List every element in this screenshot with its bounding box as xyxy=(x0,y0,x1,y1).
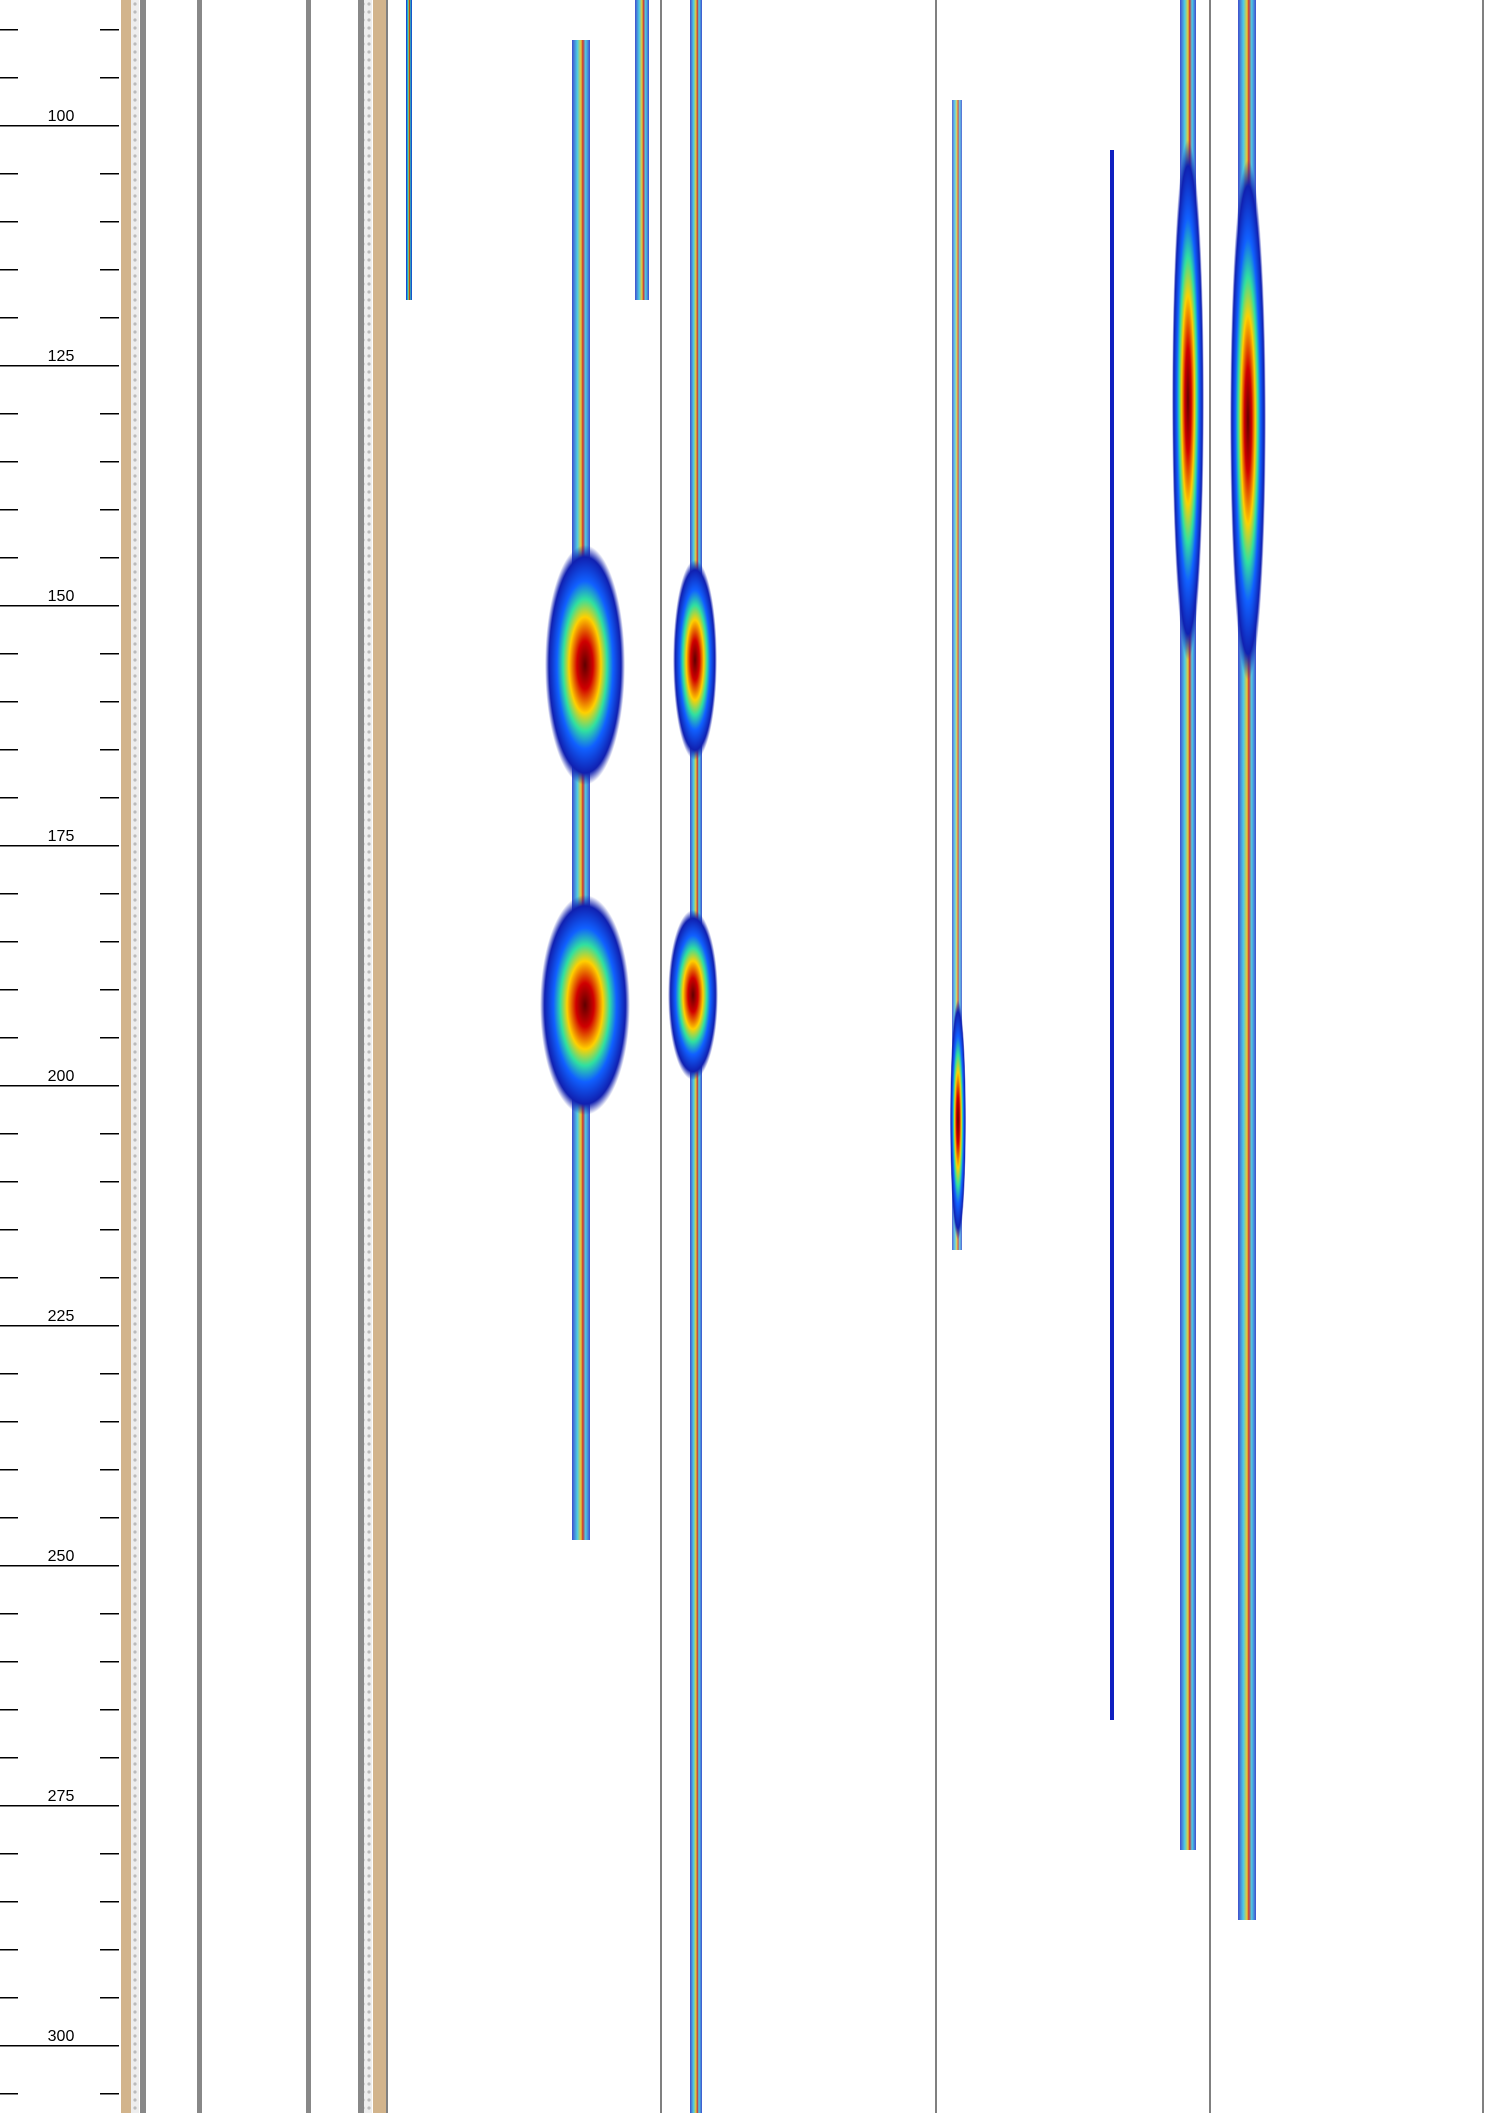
spectrum-blob xyxy=(950,1000,966,1240)
y-tick-label: 300 xyxy=(48,2028,75,2045)
spectrum-streak xyxy=(572,40,590,1540)
y-tick-label: 250 xyxy=(48,1548,75,1565)
y-tick-label: 275 xyxy=(48,1788,75,1805)
spectrum-blob xyxy=(540,895,630,1115)
gray-line xyxy=(306,0,311,2113)
y-tick-label: 150 xyxy=(48,588,75,605)
spectrum-blob xyxy=(1172,140,1204,660)
spectrum-streak xyxy=(635,0,649,300)
y-tick-label: 100 xyxy=(48,108,75,125)
gray-line xyxy=(358,0,364,2113)
y-tick-label: 225 xyxy=(48,1308,75,1325)
spectrum-blob xyxy=(1230,160,1266,680)
spectrum-blob xyxy=(668,910,718,1080)
texture-strip xyxy=(131,0,139,2113)
spectrum-streak xyxy=(1110,150,1114,1720)
depth-axis: 100 125 150 175 200 225 250 275 300 xyxy=(0,29,119,2095)
texture-strip xyxy=(364,0,372,2113)
spectrum-streak xyxy=(406,0,412,300)
tracks xyxy=(121,0,1484,2113)
tan-strip xyxy=(121,0,131,2113)
tan-strip xyxy=(373,0,386,2113)
spectrum-streak xyxy=(952,100,962,1250)
gray-line xyxy=(140,0,146,2113)
spectrum-blob xyxy=(673,560,717,760)
spectrum-blob xyxy=(545,545,625,785)
y-tick-label: 200 xyxy=(48,1068,75,1085)
y-tick-label: 175 xyxy=(48,828,75,845)
y-tick-label: 125 xyxy=(48,348,75,365)
gray-line xyxy=(197,0,202,2113)
spectra xyxy=(406,0,1266,2113)
